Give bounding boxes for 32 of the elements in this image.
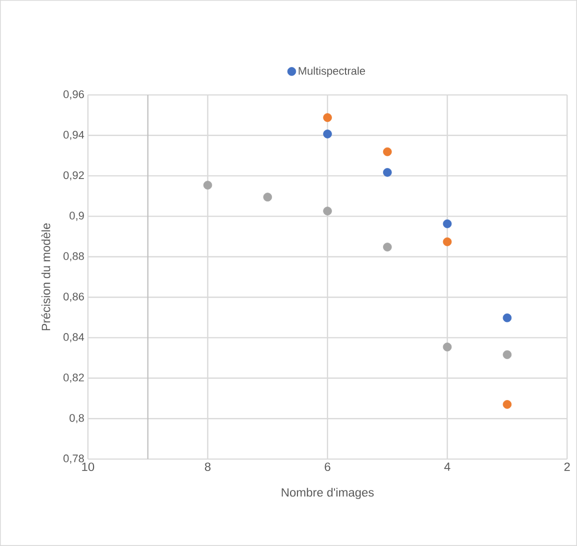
point bbox=[442, 237, 452, 246]
y-tick-label: 0,86 bbox=[63, 292, 84, 302]
point bbox=[502, 350, 512, 360]
x-tick-label: 6 bbox=[324, 462, 330, 472]
y-axis-title: Précision du modèle bbox=[41, 223, 50, 330]
y-tick-label: 0,84 bbox=[63, 333, 84, 342]
y-tick-label: 0,82 bbox=[63, 374, 84, 383]
x-tick-label: 4 bbox=[444, 462, 450, 471]
point bbox=[323, 130, 332, 138]
point bbox=[502, 400, 512, 409]
point bbox=[383, 168, 392, 177]
point bbox=[383, 147, 392, 156]
y-tick-label: 0,94 bbox=[63, 130, 84, 140]
point bbox=[263, 192, 272, 202]
point bbox=[442, 219, 452, 228]
y-tick-label: 0,78 bbox=[63, 454, 84, 464]
y-tick-label: 0,9 bbox=[70, 212, 84, 221]
x-tick-label: 2 bbox=[564, 462, 570, 471]
point bbox=[203, 180, 212, 190]
legend-label: Multispectrale bbox=[298, 66, 366, 77]
point bbox=[442, 342, 452, 352]
y-tick-label: 0,96 bbox=[63, 90, 84, 100]
y-tick-label: 0,88 bbox=[63, 252, 84, 262]
point bbox=[323, 206, 332, 216]
x-tick-label: 8 bbox=[204, 462, 211, 472]
x-axis-title: Nombre d'images bbox=[282, 488, 374, 500]
point bbox=[383, 242, 392, 252]
y-tick-label: 0,8 bbox=[70, 414, 84, 424]
point bbox=[323, 113, 332, 122]
x-tick-label: 10 bbox=[82, 462, 94, 472]
y-tick-label: 0,92 bbox=[63, 171, 84, 180]
point bbox=[502, 313, 512, 322]
